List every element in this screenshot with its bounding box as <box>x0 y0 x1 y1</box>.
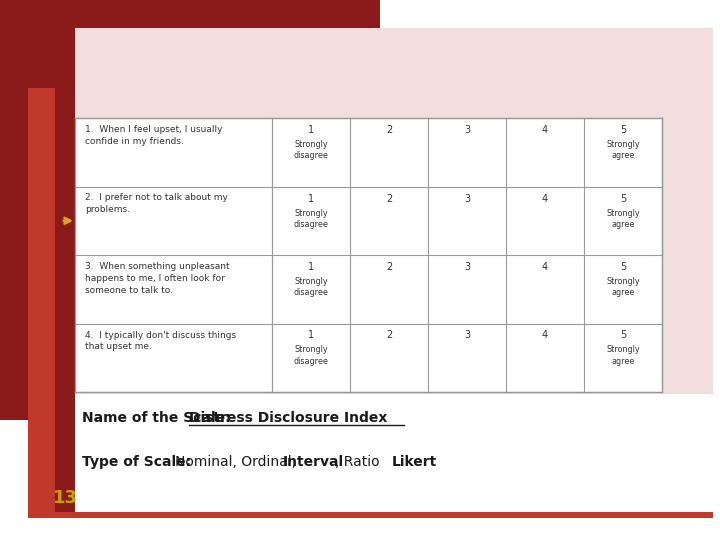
Text: 4: 4 <box>542 193 548 204</box>
Text: 2: 2 <box>386 262 392 272</box>
Text: 3.  When something unpleasant
happens to me, I often look for
someone to talk to: 3. When something unpleasant happens to … <box>85 262 230 295</box>
Text: 5: 5 <box>620 262 626 272</box>
Text: 3: 3 <box>464 262 470 272</box>
Text: 2: 2 <box>386 193 392 204</box>
Text: 4.  I typically don't discuss things
that upset me.: 4. I typically don't discuss things that… <box>85 330 236 352</box>
Text: Name of the Scale:: Name of the Scale: <box>82 411 235 425</box>
Text: 1: 1 <box>308 330 314 341</box>
FancyBboxPatch shape <box>28 88 713 518</box>
Text: Strongly
disagree: Strongly disagree <box>294 140 328 160</box>
Text: 3: 3 <box>464 193 470 204</box>
Text: 1: 1 <box>308 262 314 272</box>
Text: Strongly
disagree: Strongly disagree <box>294 277 328 297</box>
FancyBboxPatch shape <box>55 28 75 512</box>
Text: 5: 5 <box>620 330 626 341</box>
FancyBboxPatch shape <box>0 0 380 420</box>
FancyBboxPatch shape <box>75 118 662 392</box>
Text: Strongly
agree: Strongly agree <box>606 346 640 366</box>
Text: Nominal, Ordinal,: Nominal, Ordinal, <box>175 455 300 469</box>
Text: Type of Scale:: Type of Scale: <box>82 455 196 469</box>
Text: 3: 3 <box>464 125 470 135</box>
Text: , Ratio: , Ratio <box>335 455 392 469</box>
Text: 1.  When I feel upset, I usually
confide in my friends.: 1. When I feel upset, I usually confide … <box>85 125 222 146</box>
FancyBboxPatch shape <box>75 394 713 512</box>
Text: 13: 13 <box>53 489 78 507</box>
Text: Distress Disclosure Index: Distress Disclosure Index <box>189 411 387 425</box>
Text: 1: 1 <box>308 125 314 135</box>
Text: 4: 4 <box>542 125 548 135</box>
Text: 2: 2 <box>386 125 392 135</box>
Text: 4: 4 <box>542 262 548 272</box>
Text: Strongly
agree: Strongly agree <box>606 208 640 228</box>
Text: 4: 4 <box>542 330 548 341</box>
Text: 3: 3 <box>464 330 470 341</box>
Text: 1: 1 <box>308 193 314 204</box>
Text: Strongly
agree: Strongly agree <box>606 140 640 160</box>
Text: 5: 5 <box>620 193 626 204</box>
Text: Strongly
agree: Strongly agree <box>606 277 640 297</box>
Text: Interval: Interval <box>283 455 344 469</box>
Text: 5: 5 <box>620 125 626 135</box>
FancyBboxPatch shape <box>55 28 713 512</box>
Text: Likert: Likert <box>392 455 437 469</box>
Text: Strongly
disagree: Strongly disagree <box>294 208 328 228</box>
Text: Strongly
disagree: Strongly disagree <box>294 346 328 366</box>
Text: 2.  I prefer not to talk about my
problems.: 2. I prefer not to talk about my problem… <box>85 193 228 214</box>
Text: 2: 2 <box>386 330 392 341</box>
